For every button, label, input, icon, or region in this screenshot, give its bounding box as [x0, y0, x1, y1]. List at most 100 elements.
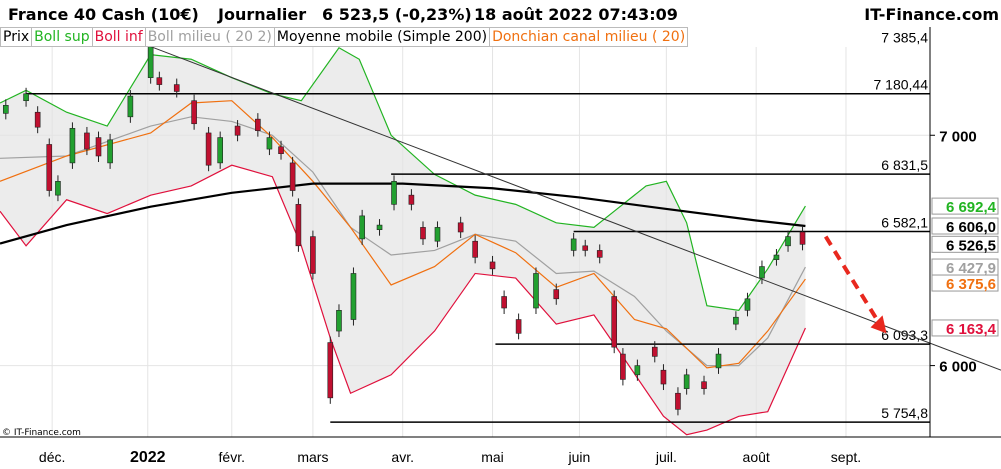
candle — [217, 137, 223, 164]
candle — [266, 137, 273, 150]
level-label: 6 093,3 — [881, 327, 928, 343]
x-tick-label: août — [743, 449, 770, 465]
legend-boll-inf[interactable]: Boll inf — [91, 27, 146, 47]
trendline — [150, 46, 1001, 371]
candle — [2, 105, 9, 114]
x-tick-label: févr. — [219, 449, 245, 465]
candle — [472, 240, 478, 258]
candle — [434, 227, 441, 242]
candle — [127, 95, 134, 118]
value-badge-label: 6 375,6 — [946, 276, 996, 293]
candle — [683, 374, 690, 389]
candle — [773, 254, 780, 260]
x-tick-label: mai — [481, 449, 504, 465]
candle — [289, 162, 296, 191]
value-badge — [931, 197, 999, 215]
candle — [715, 353, 722, 369]
value-badge — [931, 235, 999, 253]
candle — [759, 266, 765, 279]
y-tick-label: 6 000 — [939, 359, 977, 376]
x-tick-label: juin — [568, 449, 591, 465]
candle — [173, 84, 180, 92]
value-badge-label: 6 606,0 — [946, 219, 996, 236]
value-badge — [931, 319, 999, 337]
candle — [744, 298, 751, 311]
indicator-legend: Prix Boll sup Boll inf Boll milieu ( 20 … — [0, 27, 689, 47]
candle — [582, 245, 589, 251]
value-badge-label: 6 163,4 — [946, 321, 997, 338]
candle — [336, 310, 342, 332]
forecast-arrow-head — [870, 315, 887, 334]
series-moyenne-mobile — [0, 182, 806, 245]
x-tick-label: mars — [297, 449, 328, 465]
level-label: 6 831,5 — [881, 157, 928, 173]
candle — [69, 128, 76, 164]
level-label: 6 582,1 — [881, 215, 928, 231]
candle — [55, 181, 61, 196]
candle — [278, 146, 284, 154]
candle — [327, 342, 334, 399]
candle — [651, 346, 658, 357]
level-label: 5 754,8 — [881, 405, 928, 421]
series-boll-milieu — [0, 116, 806, 367]
candle — [350, 273, 357, 320]
candle — [95, 137, 102, 157]
candle — [191, 100, 197, 125]
y-tick-label: 7 000 — [939, 128, 977, 145]
candle — [634, 365, 641, 376]
candle — [46, 144, 53, 191]
chart-header: France 40 Cash (10€) Journalier 6 523,5 … — [0, 0, 1001, 27]
value-badge — [931, 217, 999, 235]
level-label: 7 385,4 — [881, 29, 928, 45]
legend-donchian[interactable]: Donchian canal milieu ( 20) — [489, 27, 689, 47]
candle — [457, 222, 464, 233]
candle — [611, 296, 618, 348]
legend-prix[interactable]: Prix — [0, 27, 33, 47]
candle — [620, 353, 626, 380]
candle — [501, 296, 507, 309]
series-boll-inf — [0, 164, 806, 436]
candle — [489, 261, 496, 270]
candle — [156, 77, 163, 85]
x-tick-label: sept. — [831, 449, 861, 465]
x-tick-label: déc. — [39, 449, 65, 465]
legend-boll-milieu[interactable]: Boll milieu ( 20 2) — [144, 27, 275, 47]
candle — [255, 118, 261, 131]
candle — [515, 319, 522, 334]
legend-boll-sup[interactable]: Boll sup — [31, 27, 93, 47]
candle — [733, 316, 739, 325]
candle — [701, 381, 707, 389]
candle — [553, 289, 560, 300]
value-badge-label: 6 692,4 — [946, 199, 997, 216]
value-badge-label: 6 427,9 — [946, 260, 996, 277]
candle — [376, 224, 383, 230]
candle — [533, 273, 539, 309]
period-label: Journalier — [218, 5, 307, 24]
candle — [408, 194, 415, 205]
candle — [234, 125, 241, 136]
candle — [675, 392, 681, 410]
candle — [295, 204, 302, 247]
candle — [205, 132, 212, 166]
quote-datetime: 18 août 2022 07:43:09 — [474, 5, 678, 24]
value-badge — [931, 274, 999, 292]
forecast-arrow-shaft — [823, 235, 883, 327]
copyright-note: © IT-Finance.com — [2, 428, 81, 438]
instrument-title: France 40 Cash (10€) — [8, 5, 199, 24]
level-label: 7 180,44 — [874, 77, 929, 93]
candle — [23, 93, 29, 102]
candle — [596, 250, 603, 258]
series-donchian — [0, 100, 806, 369]
brand-name: IT-Finance.com — [864, 5, 999, 24]
x-tick-label: 2022 — [130, 449, 166, 466]
x-tick-label: avr. — [391, 449, 414, 465]
candle — [107, 139, 113, 164]
candle — [570, 238, 577, 251]
candle — [420, 227, 426, 240]
candle — [391, 181, 397, 205]
last-quote: 6 523,5 (-0,23%) — [322, 5, 472, 24]
legend-moyenne-mobile[interactable]: Moyenne mobile (Simple 200) — [273, 27, 491, 47]
candle — [147, 46, 154, 78]
candle — [660, 369, 667, 385]
